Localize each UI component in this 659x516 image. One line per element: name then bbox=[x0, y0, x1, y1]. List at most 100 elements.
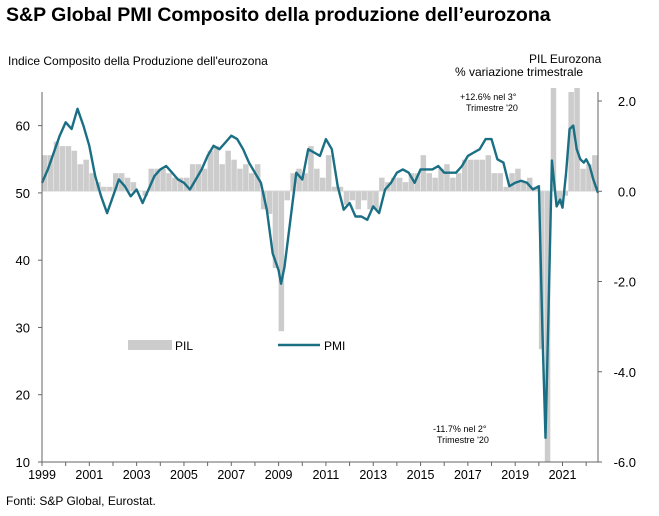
gdp-bar bbox=[272, 191, 279, 268]
right-ticks: -6.0 -4.0 -2.0 0.0 2.0 bbox=[598, 94, 636, 470]
gdp-bar bbox=[586, 164, 592, 192]
gdp-bar bbox=[462, 159, 468, 192]
gdp-bar bbox=[479, 159, 486, 192]
gdp-bar bbox=[343, 191, 350, 205]
x-tick-label: 2013 bbox=[359, 468, 387, 482]
pmi-line bbox=[40, 107, 600, 439]
gdp-bar bbox=[574, 88, 580, 192]
chart-title: S&P Global PMI Composito della produzion… bbox=[6, 4, 551, 26]
gdp-bar bbox=[166, 173, 172, 192]
gdp-bar bbox=[444, 164, 450, 192]
gdp-bar bbox=[503, 186, 509, 192]
gdp-bar bbox=[402, 182, 409, 192]
gdp-bar bbox=[178, 177, 184, 192]
gdp-bar bbox=[355, 191, 361, 210]
gdp-bar bbox=[456, 173, 462, 192]
left-tick-label: 30 bbox=[16, 320, 30, 335]
gdp-bar bbox=[219, 164, 225, 192]
gdp-bar bbox=[420, 155, 427, 192]
gdp-bar bbox=[154, 168, 160, 192]
gdp-bar bbox=[314, 168, 320, 192]
annotation-gdp-high-1: +12.6% nel 3° bbox=[460, 92, 517, 102]
gdp-bar bbox=[331, 186, 338, 192]
gdp-bar bbox=[491, 173, 497, 192]
gdp-bar bbox=[414, 173, 421, 192]
gdp-bar bbox=[562, 191, 568, 196]
gdp-bar bbox=[296, 168, 302, 192]
gdp-bar bbox=[207, 150, 214, 192]
gdp-bar bbox=[124, 177, 131, 192]
gdp-bar bbox=[550, 88, 557, 192]
annotation-gdp-high-2: Trimestre '20 bbox=[466, 103, 518, 113]
gdp-bar bbox=[467, 159, 474, 192]
gdp-bar bbox=[568, 92, 574, 192]
gdp-bar bbox=[521, 182, 527, 192]
gdp-bar bbox=[284, 191, 290, 201]
annotation-gdp-low-1: -11.7% nel 2° bbox=[433, 424, 487, 434]
gdp-bar bbox=[65, 146, 72, 192]
gdp-bar bbox=[89, 173, 95, 192]
left-tick-label: 60 bbox=[16, 119, 30, 134]
source-note: Fonti: S&P Global, Eurostat. bbox=[6, 494, 156, 508]
left-tick-label: 10 bbox=[16, 455, 30, 470]
gdp-bar bbox=[450, 177, 456, 192]
gdp-bar bbox=[361, 191, 367, 201]
gdp-bar bbox=[237, 168, 243, 192]
x-tick-label: 2017 bbox=[454, 468, 482, 482]
gdp-bar bbox=[83, 159, 89, 192]
x-tick-label: 1999 bbox=[28, 468, 56, 482]
left-tick-label: 20 bbox=[16, 388, 30, 403]
gdp-bar bbox=[189, 164, 196, 192]
gdp-bar bbox=[515, 168, 521, 192]
x-tick-label: 2003 bbox=[123, 468, 151, 482]
gdp-bar bbox=[391, 177, 397, 192]
gdp-bar bbox=[47, 155, 54, 192]
gdp-bar bbox=[77, 164, 83, 192]
legend-gdp-swatch bbox=[128, 340, 172, 350]
x-tick-label: 2007 bbox=[217, 468, 245, 482]
x-tick-label: 2019 bbox=[501, 468, 529, 482]
x-tick-label: 2001 bbox=[75, 468, 103, 482]
left-tick-label: 50 bbox=[16, 186, 30, 201]
gdp-bar bbox=[438, 168, 444, 192]
gdp-bar bbox=[426, 173, 432, 192]
right-tick-label: 2.0 bbox=[618, 94, 636, 109]
gdp-bar bbox=[148, 168, 154, 192]
gdp-bar bbox=[195, 164, 202, 192]
left-axis-label: Indice Composito della Produzione dell'e… bbox=[8, 54, 268, 68]
left-tick-label: 40 bbox=[16, 253, 30, 268]
gdp-bar bbox=[509, 173, 515, 192]
x-tick-label: 2011 bbox=[312, 468, 339, 482]
x-ticks: 1999 2001 2003 2005 2007 2009 2011 2013 2015 2017… bbox=[28, 462, 587, 482]
right-axis-label-1: PIL Eurozona bbox=[529, 52, 602, 66]
right-tick-label: 0.0 bbox=[618, 184, 636, 199]
gdp-bar bbox=[160, 168, 166, 192]
gdp-bar bbox=[71, 150, 78, 192]
gdp-bar bbox=[580, 168, 586, 192]
gdp-bar bbox=[473, 159, 480, 192]
gdp-bar bbox=[201, 168, 208, 192]
gdp-bar bbox=[42, 155, 48, 192]
right-tick-label: -2.0 bbox=[614, 275, 636, 290]
gdp-bar bbox=[337, 186, 344, 192]
gdp-bar bbox=[59, 146, 66, 192]
gdp-bar bbox=[290, 173, 296, 192]
legend-gdp-label: PIL bbox=[175, 339, 193, 353]
gdp-bar bbox=[308, 146, 314, 192]
gdp-bars bbox=[42, 88, 598, 463]
x-tick-label: 2005 bbox=[170, 468, 198, 482]
gdp-bar bbox=[142, 191, 149, 196]
gdp-bar bbox=[231, 159, 237, 192]
gdp-bar bbox=[373, 191, 379, 210]
gdp-bar bbox=[172, 177, 178, 192]
gdp-bar bbox=[101, 186, 107, 192]
gdp-bar bbox=[320, 177, 326, 192]
gdp-bar bbox=[325, 155, 332, 192]
gdp-bar bbox=[113, 173, 119, 192]
gdp-bar bbox=[379, 177, 385, 192]
gdp-bar bbox=[592, 155, 598, 192]
x-tick-label: 2021 bbox=[549, 468, 577, 482]
x-tick-label: 2009 bbox=[265, 468, 293, 482]
gdp-bar bbox=[485, 155, 492, 192]
